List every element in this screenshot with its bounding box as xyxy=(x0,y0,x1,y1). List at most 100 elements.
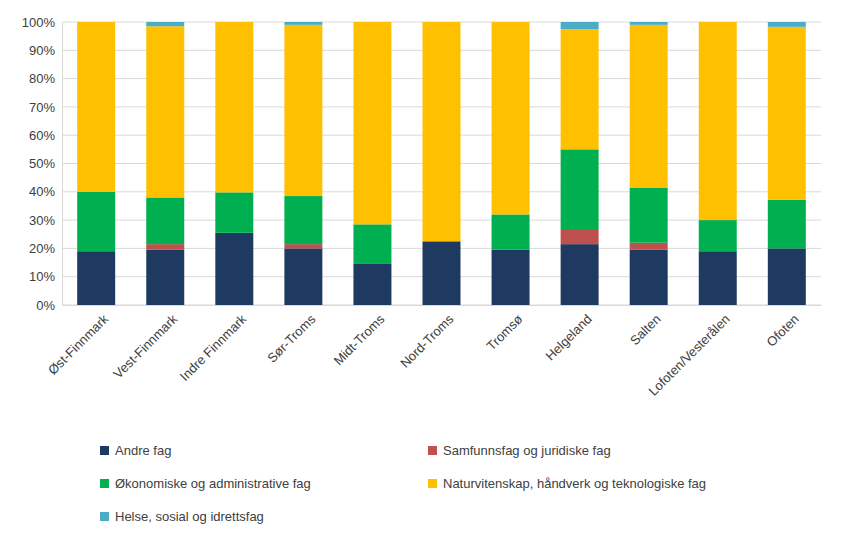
x-tick: Vest-Finnmark xyxy=(110,305,180,381)
bar-segment xyxy=(768,27,806,200)
bar-segment xyxy=(284,196,322,244)
y-tick-label: 70% xyxy=(29,100,55,115)
x-tick-label: Nord-Troms xyxy=(397,311,457,371)
legend-item: Andre fag xyxy=(100,443,171,458)
x-tick: Salten xyxy=(627,305,664,348)
bar-segment xyxy=(630,243,668,250)
bar-segment xyxy=(77,22,115,192)
bar-segment xyxy=(768,248,806,305)
bar-segment xyxy=(561,244,599,305)
bar-segment xyxy=(284,248,322,305)
y-tick-label: 0% xyxy=(36,298,55,313)
x-tick-label: Ofoten xyxy=(764,311,802,349)
bar-segment xyxy=(146,197,184,244)
y-tick: 40% xyxy=(29,184,62,199)
bar-segment xyxy=(353,264,391,305)
legend-item: Samfunnsfag og juridiske fag xyxy=(428,443,611,458)
bar-segment xyxy=(146,250,184,305)
x-tick: Midt-Troms xyxy=(331,305,388,368)
series xyxy=(146,230,667,250)
bar-segment xyxy=(353,224,391,264)
bar-segment xyxy=(215,192,253,232)
x-tick: Indre Finnmark xyxy=(177,305,250,384)
legend-label: Helse, sosial og idrettsfag xyxy=(115,509,264,524)
x-tick-label: Indre Finnmark xyxy=(177,311,250,384)
legend-item: Naturvitenskap, håndverk og teknologiske… xyxy=(428,476,706,491)
y-tick-label: 30% xyxy=(29,213,55,228)
bar-segment xyxy=(77,22,115,23)
bars xyxy=(77,22,806,305)
y-tick-label: 60% xyxy=(29,128,55,143)
y-tick-label: 100% xyxy=(22,15,56,30)
x-tick: Helgeland xyxy=(543,305,595,363)
bar-segment xyxy=(699,22,737,23)
legend-swatch xyxy=(428,479,437,488)
x-tick: Øst-Finnmark xyxy=(45,305,112,378)
x-axis: Øst-FinnmarkVest-FinnmarkIndre FinnmarkS… xyxy=(45,305,822,399)
x-tick-label: Tromsø xyxy=(484,311,526,353)
bar-segment xyxy=(630,22,668,25)
y-axis: 0% 10% 20% 30% 40% 50% 60% 70% 80% 90% 100% xyxy=(22,15,63,313)
bar-segment xyxy=(561,29,599,149)
y-tick: 20% xyxy=(29,241,62,256)
bar-segment xyxy=(215,22,253,192)
bar-segment xyxy=(284,25,322,196)
legend-item: Helse, sosial og idrettsfag xyxy=(100,509,264,524)
x-tick: Nord-Troms xyxy=(397,305,457,371)
bar-segment xyxy=(492,214,530,249)
bar-segment xyxy=(423,22,461,23)
bar-segment xyxy=(768,200,806,249)
x-tick: Sør-Troms xyxy=(264,305,319,366)
bar-segment xyxy=(561,149,599,230)
bar-segment xyxy=(284,244,322,248)
series xyxy=(146,22,806,29)
bar-segment xyxy=(146,26,184,197)
bar-segment xyxy=(77,251,115,305)
y-tick: 80% xyxy=(29,71,62,86)
bar-segment xyxy=(699,22,737,220)
x-tick: Tromsø xyxy=(484,305,526,353)
grid xyxy=(62,22,821,305)
bar-segment xyxy=(768,22,806,27)
x-tick-label: Midt-Troms xyxy=(331,311,388,368)
series xyxy=(77,22,806,241)
bar-segment xyxy=(77,192,115,251)
bar-segment xyxy=(423,241,461,305)
series xyxy=(77,233,806,305)
y-tick-label: 90% xyxy=(29,43,55,58)
legend: Andre fag Samfunnsfag og juridiske fag Øko… xyxy=(100,443,706,524)
bar-segment xyxy=(146,244,184,250)
x-tick-label: Lofoten/Vesterålen xyxy=(645,311,732,398)
bar-segment xyxy=(215,233,253,305)
bar-segment xyxy=(492,22,530,214)
y-tick-label: 80% xyxy=(29,71,55,86)
y-tick: 60% xyxy=(29,128,62,143)
y-tick-label: 20% xyxy=(29,241,55,256)
legend-label: Andre fag xyxy=(115,443,171,458)
bar-segment xyxy=(630,25,668,188)
x-tick-label: Salten xyxy=(627,311,664,348)
bar-segment xyxy=(699,251,737,305)
y-tick: 0% xyxy=(36,298,62,313)
bar-segment xyxy=(492,22,530,23)
legend-swatch xyxy=(100,446,109,455)
y-tick: 70% xyxy=(29,100,62,115)
chart: 0% 10% 20% 30% 40% 50% 60% 70% 80% 90% 100% Øst-Fin… xyxy=(0,0,841,544)
bar-segment xyxy=(423,22,461,241)
x-tick: Ofoten xyxy=(764,305,802,350)
y-tick-label: 50% xyxy=(29,156,55,171)
y-tick-label: 10% xyxy=(29,269,55,284)
legend-label: Naturvitenskap, håndverk og teknologiske… xyxy=(443,476,706,491)
legend-label: Økonomiske og administrative fag xyxy=(115,476,311,491)
bar-segment xyxy=(699,220,737,251)
bar-segment xyxy=(561,22,599,29)
y-tick: 90% xyxy=(29,43,62,58)
bar-segment xyxy=(146,22,184,26)
y-tick: 100% xyxy=(22,15,62,30)
x-tick-label: Helgeland xyxy=(543,311,595,363)
bar-segment xyxy=(492,250,530,305)
y-axis-line xyxy=(62,23,63,306)
legend-item: Økonomiske og administrative fag xyxy=(100,476,311,491)
legend-swatch xyxy=(100,479,109,488)
y-tick-label: 40% xyxy=(29,184,55,199)
